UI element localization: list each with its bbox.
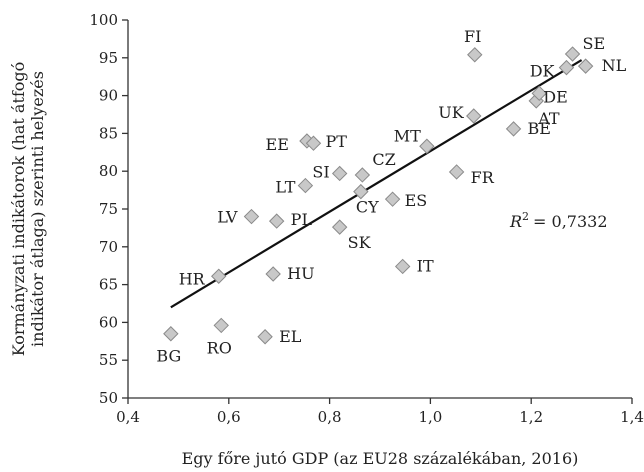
y-axis-title: Kormányzati indikátorok (hat átfogóindik…: [9, 62, 47, 357]
y-tick-label: 60: [99, 313, 118, 331]
r-squared-symbol: R: [509, 212, 522, 231]
y-tick-label: 95: [99, 49, 118, 67]
data-point-be: [505, 121, 522, 137]
data-point-pt: [305, 135, 322, 151]
point-label-mt: MT: [394, 126, 421, 145]
points-layer: [163, 46, 594, 345]
point-label-lv: LV: [217, 208, 238, 227]
data-point-ro: [213, 317, 229, 334]
data-point-it: [394, 258, 411, 275]
y-tick-label: 90: [99, 87, 118, 105]
point-label-nl: NL: [602, 56, 627, 75]
point-label-it: IT: [417, 256, 434, 275]
data-point-de: [531, 85, 547, 102]
point-label-si: SI: [312, 162, 329, 181]
data-point-cy: [353, 183, 369, 200]
x-tick-label: 1,2: [519, 408, 543, 426]
point-label-cz: CZ: [372, 150, 395, 169]
data-point-nl: [577, 58, 594, 74]
data-point-lv: [243, 208, 260, 225]
data-point-hr: [211, 268, 227, 284]
x-tick-label: 1,0: [418, 408, 442, 426]
point-label-sk: SK: [348, 233, 372, 252]
point-label-pt: PT: [325, 132, 347, 151]
x-tick-label: 0,4: [116, 408, 140, 426]
data-point-dk: [558, 59, 575, 76]
data-point-el: [257, 329, 273, 345]
point-label-ro: RO: [207, 338, 232, 357]
point-label-cy: CY: [356, 198, 379, 217]
data-point-uk: [466, 108, 482, 124]
trendline-layer: [170, 59, 583, 309]
data-point-fr: [448, 164, 465, 180]
data-point-fi: [467, 47, 483, 63]
x-tick-label: 0,8: [318, 408, 342, 426]
x-axis-title: Egy főre jutó GDP (az EU28 százalékában,…: [182, 449, 579, 468]
r-squared-label: R2 = 0,7332: [509, 210, 608, 231]
data-point-mt: [419, 138, 435, 154]
point-label-de: DE: [543, 87, 568, 106]
data-point-cz: [354, 167, 371, 183]
data-point-hu: [265, 266, 281, 282]
y-tick-label: 55: [99, 351, 118, 369]
point-label-se: SE: [583, 34, 606, 53]
data-point-lt: [297, 177, 314, 194]
data-point-sk: [331, 219, 348, 235]
point-label-lt: LT: [275, 178, 295, 197]
point-label-hr: HR: [179, 269, 206, 288]
y-tick-label: 50: [99, 389, 118, 407]
r-squared-superscript: 2: [522, 210, 529, 223]
r-squared-value: = 0,7332: [533, 212, 607, 231]
point-label-uk: UK: [438, 103, 464, 122]
y-axis-title-line: indikátor átlaga) szerinti helyezés: [28, 71, 47, 347]
data-point-bg: [163, 326, 179, 342]
point-label-dk: DK: [530, 62, 556, 81]
y-tick-label: 75: [99, 200, 118, 218]
point-label-fi: FI: [464, 27, 481, 46]
data-point-pl: [268, 213, 285, 229]
point-label-hu: HU: [287, 264, 314, 283]
point-label-pl: PL: [291, 210, 313, 229]
y-tick-label: 65: [99, 276, 118, 294]
x-tick-label: 1,4: [620, 408, 644, 426]
y-tick-label: 85: [99, 124, 118, 142]
point-label-fr: FR: [471, 168, 495, 187]
point-label-el: EL: [279, 327, 302, 346]
point-label-ee: EE: [266, 135, 289, 154]
x-tick-label: 0,6: [217, 408, 241, 426]
point-label-be: BE: [528, 119, 551, 138]
y-axis-title-line: Kormányzati indikátorok (hat átfogó: [9, 62, 28, 357]
y-tick-label: 100: [89, 11, 118, 29]
point-label-at: AT: [537, 109, 560, 128]
y-tick-label: 70: [99, 238, 118, 256]
axes: 50 55 60 65 70 75 80 85 90 95 100 0,4 0,6 0,8 1,0 1,2 1,…: [89, 11, 644, 426]
trendline: [170, 59, 583, 309]
data-point-se: [564, 46, 581, 62]
data-point-es: [384, 191, 401, 207]
y-tick-label: 80: [99, 162, 118, 180]
point-label-bg: BG: [156, 347, 181, 366]
data-point-si: [331, 165, 348, 182]
point-labels-layer: BG RO EL HR HU LV PL LT SI EE PT CZ CY SK ES MT IT FR UK FI…: [156, 27, 626, 366]
point-label-es: ES: [405, 191, 428, 210]
